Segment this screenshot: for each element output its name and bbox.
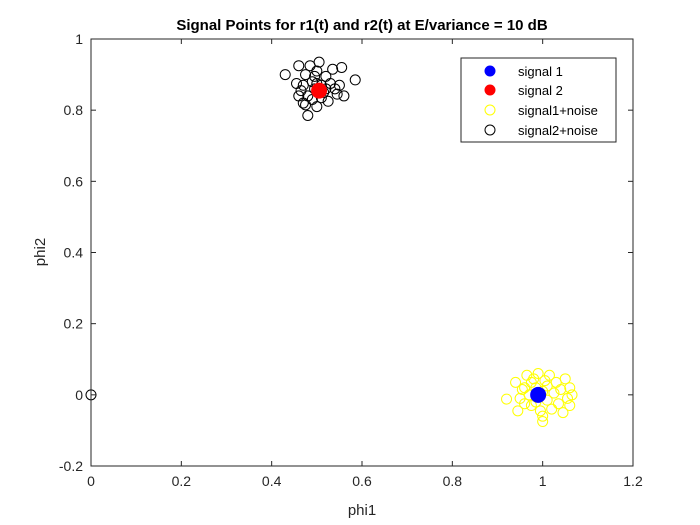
- data-point-signal1-noise: [566, 389, 578, 401]
- series-signal1-noise: [501, 367, 578, 428]
- legend-marker-signal1-noise: [484, 104, 496, 116]
- data-point-signal1-noise: [548, 387, 560, 399]
- data-point-signal1-noise: [534, 405, 546, 417]
- data-point-signal1-noise: [564, 382, 576, 394]
- data-point-signal2-noise: [309, 70, 321, 82]
- legend-marker-signal-1: [484, 65, 496, 77]
- data-point-signal1-noise: [512, 405, 524, 417]
- y-tick-label: 0.2: [64, 316, 84, 332]
- data-point-signal2-noise: [302, 110, 314, 122]
- data-point-signal2-noise: [331, 88, 343, 100]
- data-point-signal2-noise: [293, 60, 305, 72]
- data-point-signal2-noise: [327, 63, 339, 75]
- data-point-signal2-noise: [349, 74, 361, 86]
- data-point-signal2-noise: [311, 65, 323, 77]
- data-point-signal1-noise: [537, 410, 549, 422]
- data-point-signal2-noise: [300, 69, 312, 81]
- legend-label-signal2-noise: signal2+noise: [518, 123, 598, 138]
- data-point-signal1-noise: [559, 373, 571, 385]
- data-point-signal1-noise: [525, 376, 537, 388]
- series-signal-1: [530, 386, 547, 403]
- legend-marker-signal-2: [484, 84, 496, 96]
- data-point-signal-2: [311, 82, 328, 99]
- x-tick-label: 0: [87, 473, 95, 489]
- data-point-signal2-noise: [279, 69, 291, 81]
- y-axis-label: phi2: [32, 238, 49, 266]
- legend-entry-signal-1: signal 1: [484, 64, 563, 79]
- x-tick-label: 0.2: [172, 473, 192, 489]
- x-tick-label: 0.6: [352, 473, 372, 489]
- x-axis-label: phi1: [348, 502, 376, 519]
- data-point-signal-1: [530, 386, 547, 403]
- data-point-signal2-noise: [297, 79, 309, 91]
- legend: signal 1 signal 2 signal1+noise signal2+…: [460, 57, 617, 143]
- legend-marker-signal2-noise: [484, 124, 496, 136]
- series-signal2-noise: [85, 56, 361, 401]
- x-tick-label: 1.2: [623, 473, 643, 489]
- y-tick-label: 0.6: [64, 173, 84, 189]
- data-point-signal2-noise: [336, 61, 348, 73]
- x-tick-label: 1: [539, 473, 547, 489]
- data-point-signal2-noise: [322, 95, 334, 107]
- chart-title: Signal Points for r1(t) and r2(t) at E/v…: [176, 17, 548, 34]
- legend-label-signal1-noise: signal1+noise: [518, 103, 598, 118]
- data-point-signal1-noise: [546, 403, 558, 415]
- y-tick-label: 1: [75, 31, 83, 47]
- data-point-signal1-noise: [557, 407, 569, 419]
- data-point-signal2-noise: [293, 90, 305, 102]
- y-tick-label: 0: [75, 387, 83, 403]
- x-tick-label: 0.8: [443, 473, 463, 489]
- data-point-signal1-noise: [552, 398, 564, 410]
- data-point-signal1-noise: [543, 369, 555, 381]
- legend-entry-signal-2: signal 2: [484, 83, 563, 98]
- data-point-signal1-noise: [564, 400, 576, 412]
- y-tick-label: 0.8: [64, 102, 84, 118]
- data-point-signal2-noise: [300, 99, 312, 111]
- data-point-signal2-noise: [311, 101, 323, 113]
- x-tick-label: 0.4: [262, 473, 282, 489]
- data-point-signal1-noise: [555, 383, 567, 395]
- data-layer: [85, 56, 578, 428]
- data-point-signal2-noise: [333, 79, 345, 91]
- data-point-signal2-noise: [313, 56, 325, 68]
- series-signal-2: [311, 82, 328, 99]
- ticks-layer: 0 0.2 0.4 0.6 0.8 1 1.2-0.200.20.40.60.81: [59, 31, 643, 489]
- legend-label-signal-2: signal 2: [518, 83, 563, 98]
- legend-entry-signal2-noise: signal2+noise: [484, 123, 598, 138]
- data-point-signal1-noise: [510, 376, 522, 388]
- data-point-signal1-noise: [516, 383, 528, 395]
- y-tick-label: 0.4: [64, 245, 84, 261]
- y-tick-label: -0.2: [59, 458, 83, 474]
- legend-label-signal-1: signal 1: [518, 64, 563, 79]
- data-point-signal2-noise: [338, 90, 350, 102]
- legend-entry-signal1-noise: signal1+noise: [484, 103, 598, 118]
- data-point-signal1-noise: [537, 416, 549, 428]
- data-point-signal2-noise: [295, 85, 307, 97]
- data-point-signal1-noise: [532, 367, 544, 379]
- data-point-signal1-noise: [501, 393, 513, 405]
- data-point-signal1-noise: [519, 398, 531, 410]
